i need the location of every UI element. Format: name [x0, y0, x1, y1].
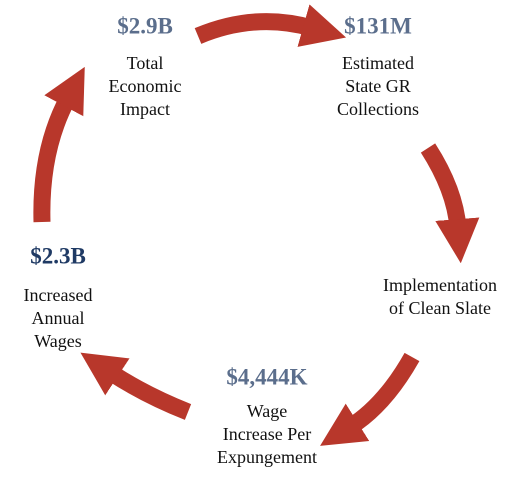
node-label: of Clean Slate — [389, 298, 491, 318]
arrow — [80, 352, 192, 420]
node-label: Annual — [32, 308, 85, 328]
node-value: $131M — [344, 13, 412, 38]
node-label: Implementation — [383, 275, 497, 295]
node-label: Wages — [34, 331, 82, 351]
arrow — [33, 66, 85, 223]
node-label: Economic — [109, 76, 182, 96]
node-label: State GR — [345, 76, 411, 96]
node-value: $2.3B — [30, 243, 86, 268]
arrow — [320, 352, 420, 446]
node-label: Increased — [24, 285, 93, 305]
node-label: Expungement — [217, 447, 317, 467]
arrow — [194, 4, 347, 47]
node-value: $2.9B — [117, 13, 173, 38]
node-label: Wage — [247, 401, 288, 421]
node-label: Estimated — [342, 53, 414, 73]
node-label: Total — [127, 53, 164, 73]
node-label: Increase Per — [223, 424, 311, 444]
node-value: $4,444K — [226, 364, 307, 389]
node-label: Impact — [120, 99, 170, 119]
node-label: Collections — [337, 99, 419, 119]
arrow — [420, 143, 480, 264]
